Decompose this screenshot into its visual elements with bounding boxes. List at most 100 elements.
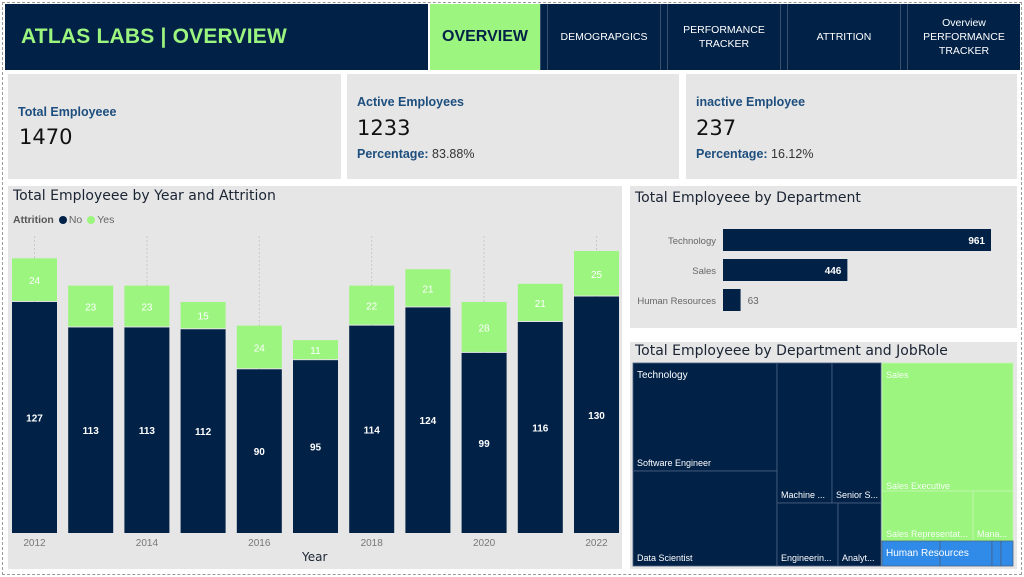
data-label-yes: 23 xyxy=(85,303,97,314)
bar-yes-2016 xyxy=(236,325,282,369)
treemap-cell-label: Sales Representat... xyxy=(886,529,968,539)
bar-yes-2013 xyxy=(68,285,114,327)
bar-yes-2022 xyxy=(574,251,619,296)
dept-label: Technology xyxy=(668,236,716,247)
bar-no-2021 xyxy=(517,321,563,533)
x-tick-label: 2018 xyxy=(361,538,384,549)
x-tick-label: 2022 xyxy=(585,538,608,549)
treemap-cell-label: Engineerin... xyxy=(781,553,832,563)
tab-divider xyxy=(660,4,668,70)
department-chart-title: Total Employeee by Department xyxy=(635,190,861,206)
bar-no-2017 xyxy=(293,360,338,533)
data-label-no: 127 xyxy=(26,413,43,424)
data-label-yes: 23 xyxy=(141,303,153,314)
kpi-inactive-pct-label: Percentage: xyxy=(696,147,768,161)
bar-no-2018 xyxy=(349,325,395,533)
kpi-inactive-pct-value: 16.12% xyxy=(771,147,814,161)
bar-yes-2021 xyxy=(517,283,563,321)
data-label-no: 113 xyxy=(83,426,100,437)
treemap-cell-hr-role xyxy=(939,540,993,567)
treemap-cell-machine-learning xyxy=(776,362,833,504)
dept-value-label: 446 xyxy=(825,266,842,277)
data-label-no: 112 xyxy=(195,427,212,438)
treemap-group-label-technology: Technology xyxy=(637,370,688,381)
data-label-no: 95 xyxy=(310,443,322,454)
bar-no-2015 xyxy=(180,329,226,533)
kpi-inactive-percentage: Percentage: 16.12% xyxy=(696,147,813,161)
treemap-cell-data-scientist xyxy=(632,470,778,567)
treemap-title: Total Employeee by Department and JobRol… xyxy=(635,343,948,359)
legend-title: Attrition xyxy=(13,214,54,226)
x-axis-title: Year xyxy=(302,550,328,564)
treemap-cell-analytics xyxy=(837,502,882,567)
data-label-yes: 21 xyxy=(535,299,547,310)
tab-attrition[interactable]: ATTRITION xyxy=(788,4,900,70)
tab-overview[interactable]: OVERVIEW xyxy=(430,4,540,70)
department-chart-panel xyxy=(630,186,1017,328)
data-label-no: 130 xyxy=(588,411,605,422)
data-label-no: 116 xyxy=(532,423,549,434)
data-label-no: 113 xyxy=(139,426,156,437)
bar-no-2020 xyxy=(461,352,507,533)
attrition-legend: Attrition No Yes xyxy=(13,214,114,226)
year-attrition-chart-title: Total Employeee by Year and Attrition xyxy=(13,188,276,204)
legend-no-label[interactable]: No xyxy=(68,214,83,226)
kpi-active-value: 1233 xyxy=(357,116,411,140)
data-label-yes: 28 xyxy=(479,323,491,334)
kpi-active-title: Active Employees xyxy=(357,95,464,109)
kpi-total-title: Total Employeee xyxy=(18,105,117,119)
tab-performance-tracker[interactable]: PERFORMANCE TRACKER xyxy=(668,4,780,70)
bar-no-2019 xyxy=(405,307,451,533)
header-title-bar: ATLAS LABS | OVERVIEW xyxy=(5,4,428,70)
treemap-group-label-human-resources: Human Resources xyxy=(886,548,969,559)
dept-bar-sales xyxy=(723,259,848,281)
x-tick-label: 2016 xyxy=(248,538,271,549)
x-tick-label: 2020 xyxy=(473,538,496,549)
year-attrition-chart: 127 24 2012 113 23 113 23 2014 112 15 90 24 2016 95 11… xyxy=(12,236,619,549)
legend-yes-swatch xyxy=(87,216,96,224)
data-label-yes: 22 xyxy=(366,302,378,313)
data-label-yes: 24 xyxy=(29,276,41,287)
kpi-card-inactive: inactive Employee 237 Percentage: 16.12% xyxy=(686,74,1017,179)
tab-demographics[interactable]: DEMOGRAPGICS xyxy=(548,4,660,70)
kpi-active-percentage: Percentage: 83.88% xyxy=(357,147,474,161)
data-label-yes: 24 xyxy=(254,343,266,354)
tab-divider xyxy=(780,4,788,70)
dashboard-title: ATLAS LABS | OVERVIEW xyxy=(21,25,287,48)
data-label-no: 90 xyxy=(254,447,266,458)
tab-divider xyxy=(540,4,548,70)
treemap-cell-hr-role xyxy=(1000,540,1014,567)
data-label-no: 124 xyxy=(420,416,437,427)
data-label-yes: 11 xyxy=(310,346,321,357)
bar-yes-2012 xyxy=(12,258,57,301)
data-label-yes: 25 xyxy=(591,270,603,281)
legend-yes-label[interactable]: Yes xyxy=(97,214,115,226)
data-label-yes: 15 xyxy=(198,312,210,323)
treemap-cell-label: Senior S... xyxy=(836,490,878,500)
bar-no-2014 xyxy=(124,327,170,533)
kpi-card-total: Total Employeee 1470 xyxy=(8,74,341,179)
kpi-card-active: Active Employees 1233 Percentage: 83.88% xyxy=(347,74,679,179)
bar-no-2016 xyxy=(236,369,282,533)
data-label-no: 99 xyxy=(479,439,491,450)
bar-yes-2014 xyxy=(124,285,170,327)
data-label-no: 114 xyxy=(364,425,381,436)
x-tick-label: 2014 xyxy=(136,538,159,549)
kpi-inactive-title: inactive Employee xyxy=(696,95,806,109)
legend-no-swatch xyxy=(58,216,67,224)
tab-divider xyxy=(900,4,908,70)
treemap-group-label-sales: Sales xyxy=(886,370,909,380)
kpi-inactive-value: 237 xyxy=(696,116,737,140)
dept-bar-human-resources xyxy=(723,289,741,311)
bar-no-2013 xyxy=(68,327,114,533)
treemap-cell-hr-role xyxy=(991,540,1002,567)
treemap-cell-sales-executive xyxy=(881,362,1014,492)
treemap-cell-label: Analyt... xyxy=(842,553,875,563)
tab-overview-performance-tracker[interactable]: Overview PERFORMANCE TRACKER xyxy=(908,4,1020,70)
treemap-cell-label: Data Scientist xyxy=(637,553,693,563)
bar-yes-2020 xyxy=(461,301,507,352)
dept-label: Human Resources xyxy=(637,296,716,307)
x-tick-label: 2012 xyxy=(23,538,46,549)
